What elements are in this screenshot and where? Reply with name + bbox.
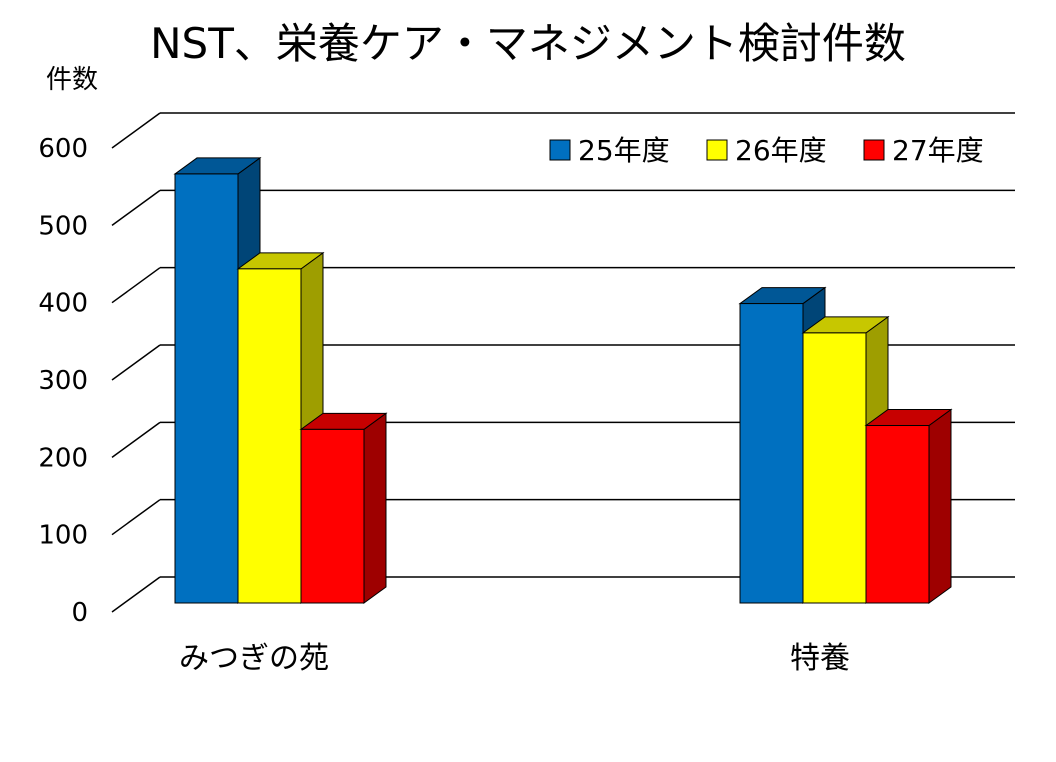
y-tick-label: 400 [38, 289, 88, 319]
legend: 25年度 26年度 27年度 [549, 134, 984, 167]
y-tick-label: 600 [38, 134, 88, 164]
y-tick-label: 200 [38, 443, 88, 473]
legend-swatch [863, 139, 885, 161]
chart-title: NST、栄養ケア・マネジメント検討件数 [150, 19, 906, 68]
category-label: 特養 [790, 641, 850, 676]
y-axis-ticks: 0 100 200 300 400 500 600 [38, 134, 88, 628]
gridline-diagonal [111, 112, 161, 149]
bar [299, 412, 388, 604]
category-labels: みつぎの苑 特養 [179, 641, 850, 676]
y-tick-label: 100 [38, 521, 88, 551]
legend-label: 26年度 [735, 134, 827, 167]
y-tick-label: 500 [38, 211, 88, 241]
legend-swatch [549, 139, 571, 161]
y-tick-label: 0 [71, 598, 88, 628]
legend-label: 27年度 [892, 134, 984, 167]
category-label: みつぎの苑 [179, 641, 329, 676]
legend-label: 25年度 [578, 134, 670, 167]
bars [173, 156, 953, 604]
gridline-diagonal [111, 189, 161, 226]
gridline-diagonal [111, 344, 161, 381]
legend-swatch [706, 139, 728, 161]
gridline-diagonal [111, 421, 161, 458]
gridline-diagonal [111, 267, 161, 304]
y-axis-label: 件数 [46, 65, 98, 95]
gridline-diagonal [111, 499, 161, 536]
gridline-diagonal [111, 576, 161, 613]
bar [864, 408, 953, 604]
y-tick-label: 300 [38, 366, 88, 396]
